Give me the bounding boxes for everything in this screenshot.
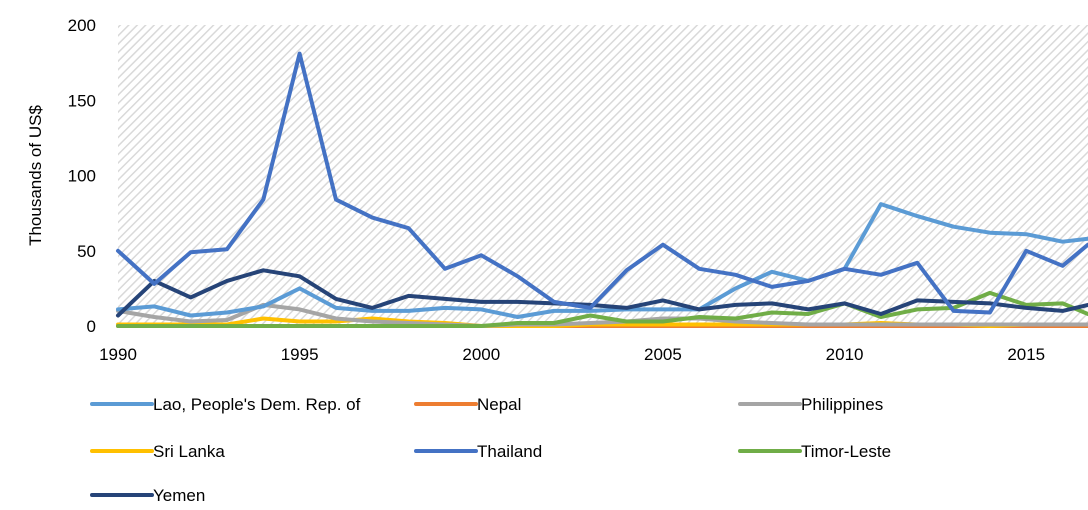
series-line-lao-people-s-dem-rep-of — [116, 202, 1088, 319]
series-lines — [116, 51, 1088, 328]
x-axis: 1990 1995 2000 2005 2010 2015 — [99, 345, 1045, 364]
legend-label: Thailand — [477, 442, 542, 461]
y-axis: 0 50 100 150 200 — [68, 16, 96, 336]
series-line-timor-leste — [116, 290, 1088, 328]
x-tick-label: 2010 — [826, 345, 864, 364]
legend: Lao, People's Dem. Rep. of Nepal Philippin… — [90, 395, 891, 505]
x-tick-label: 1995 — [281, 345, 319, 364]
legend-label: Timor-Leste — [801, 442, 891, 461]
y-tick-label: 200 — [68, 16, 96, 35]
x-tick-label: 2005 — [644, 345, 682, 364]
series-line-philippines — [116, 302, 1088, 328]
y-tick-label: 0 — [87, 317, 96, 336]
legend-label: Sri Lanka — [153, 442, 225, 461]
y-tick-label: 50 — [77, 242, 96, 261]
y-tick-label: 100 — [68, 167, 96, 186]
x-tick-label: 2000 — [462, 345, 500, 364]
legend-label: Nepal — [477, 395, 521, 414]
plot-area — [118, 25, 1088, 326]
series-line-thailand — [116, 51, 1088, 315]
series-line-yemen — [116, 268, 1088, 318]
x-tick-label: 2015 — [1007, 345, 1045, 364]
legend-label: Lao, People's Dem. Rep. of — [153, 395, 361, 414]
legend-label: Philippines — [801, 395, 883, 414]
y-axis-label: Thousands of US$ — [26, 105, 45, 246]
legend-label: Yemen — [153, 486, 205, 505]
y-tick-label: 150 — [68, 91, 96, 110]
x-tick-label: 1990 — [99, 345, 137, 364]
